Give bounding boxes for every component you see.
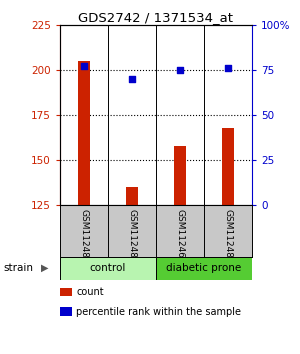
- Text: GSM112488: GSM112488: [80, 210, 88, 264]
- Text: count: count: [76, 287, 104, 297]
- Bar: [60, 257, 156, 280]
- Bar: [126, 187, 138, 205]
- Text: GSM112464: GSM112464: [176, 210, 184, 264]
- Bar: [156, 257, 252, 280]
- Text: diabetic prone: diabetic prone: [167, 263, 242, 273]
- Text: ▶: ▶: [40, 263, 48, 273]
- Point: [82, 63, 86, 69]
- Bar: [78, 61, 90, 205]
- Bar: [174, 146, 186, 205]
- Text: control: control: [90, 263, 126, 273]
- Text: strain: strain: [3, 263, 33, 273]
- Text: percentile rank within the sample: percentile rank within the sample: [76, 307, 242, 316]
- Point: [226, 65, 230, 71]
- Point: [130, 76, 134, 82]
- Bar: [222, 128, 234, 205]
- Text: GSM112489: GSM112489: [128, 210, 136, 264]
- Title: GDS2742 / 1371534_at: GDS2742 / 1371534_at: [79, 11, 233, 24]
- Point: [178, 67, 182, 73]
- Text: GSM112487: GSM112487: [224, 210, 232, 264]
